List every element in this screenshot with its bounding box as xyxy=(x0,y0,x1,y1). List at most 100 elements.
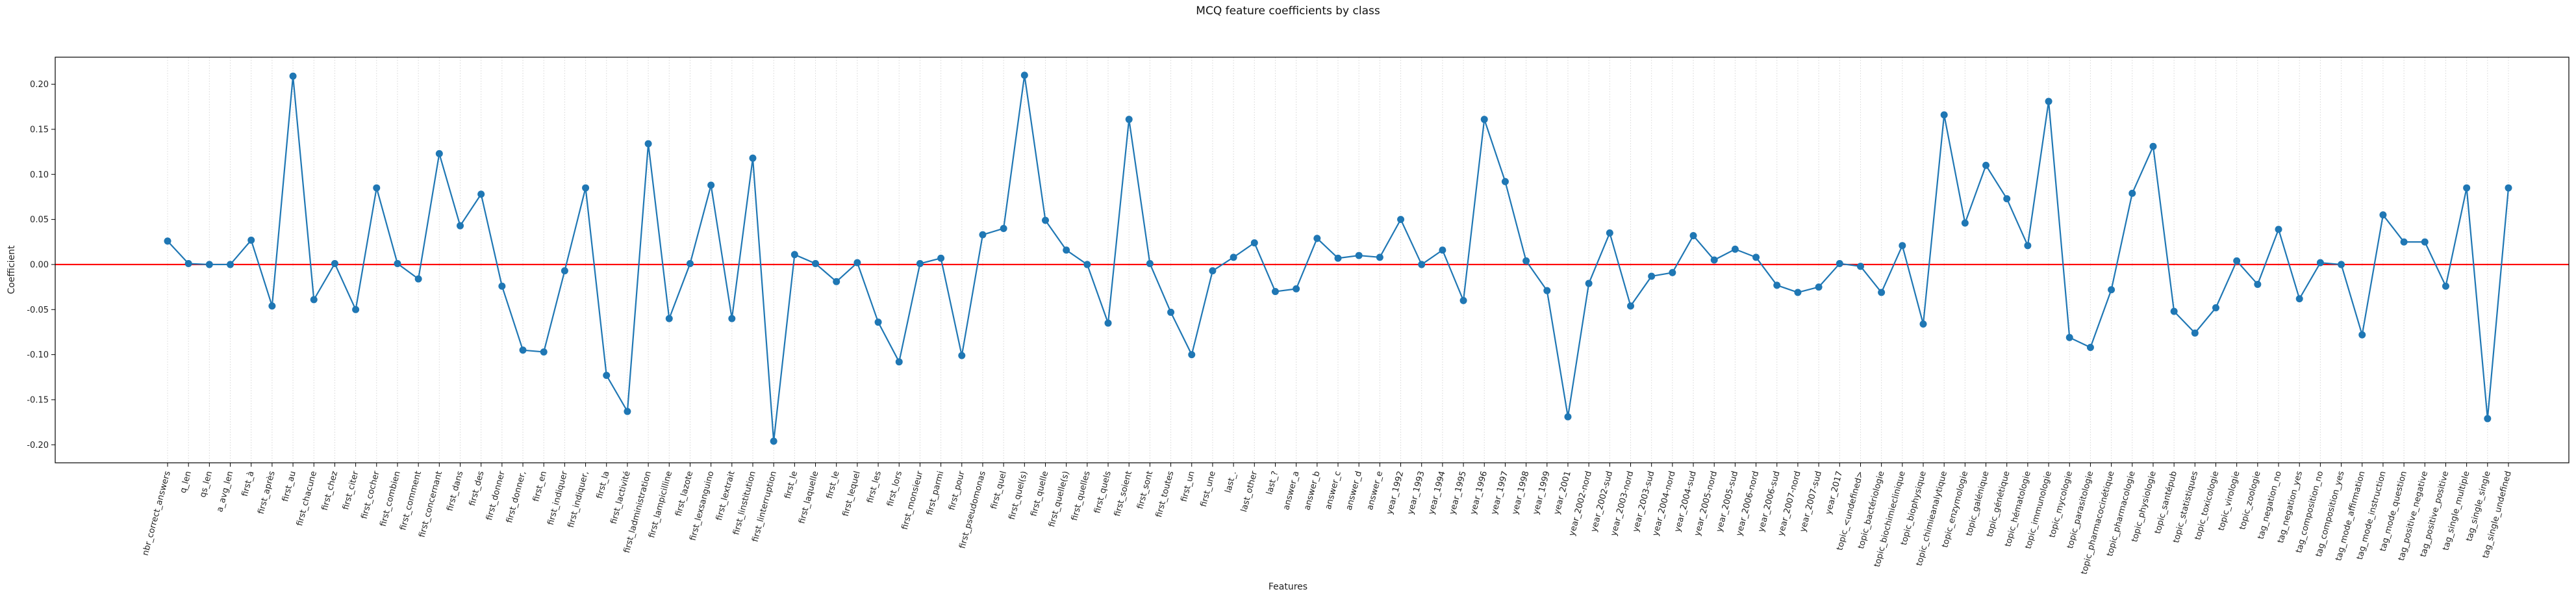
data-point xyxy=(2379,211,2387,219)
data-point xyxy=(2065,333,2073,341)
data-point xyxy=(853,259,861,266)
data-point xyxy=(1773,281,1781,289)
x-axis-ticks: nbr_correct_answers q_len qs_len a_avg_len f… xyxy=(141,463,2514,576)
x-tick-label: first_citer xyxy=(341,470,360,512)
data-point xyxy=(2086,344,2094,352)
data-point xyxy=(310,296,318,304)
x-tick-label: year_1999 xyxy=(1531,470,1552,515)
data-point xyxy=(2003,195,2011,203)
data-point xyxy=(352,306,360,313)
data-point xyxy=(1000,224,1007,232)
x-tick-label: first_le xyxy=(783,470,800,500)
x-tick-label: first_toutes xyxy=(1154,470,1176,519)
data-point xyxy=(603,371,611,379)
data-point xyxy=(2149,142,2157,150)
x-tick-label: first_lextrait xyxy=(714,470,737,521)
x-tick-label: year_2002-sud xyxy=(1589,470,1615,533)
data-point xyxy=(895,358,903,366)
data-point xyxy=(916,260,924,268)
data-point xyxy=(2170,307,2178,315)
data-point xyxy=(2233,257,2241,265)
data-point xyxy=(1919,320,1927,328)
data-point xyxy=(1836,260,1843,268)
data-point xyxy=(414,275,422,283)
data-point xyxy=(227,261,234,268)
x-tick-label: year_1998 xyxy=(1510,470,1531,515)
data-point xyxy=(1083,261,1091,268)
data-point xyxy=(2463,184,2471,192)
data-point xyxy=(435,150,443,157)
data-point xyxy=(1731,245,1739,253)
x-tick-label: first_quelles xyxy=(1070,470,1092,522)
x-tick-label: first_quel(s) xyxy=(1007,470,1029,521)
x-tick-label: a_avg_len xyxy=(215,470,235,513)
data-point xyxy=(1982,161,1990,169)
data-point xyxy=(1188,351,1196,359)
data-point xyxy=(184,260,192,268)
x-tick-label: first_le xyxy=(825,470,842,500)
data-point xyxy=(394,260,401,268)
data-point xyxy=(686,260,694,268)
x-tick-label: qs_len xyxy=(198,470,214,499)
data-point xyxy=(1627,302,1634,310)
chart-title: MCQ feature coefficients by class xyxy=(1196,5,1380,18)
data-point xyxy=(2338,261,2345,268)
data-point xyxy=(1125,116,1133,124)
data-point xyxy=(1689,232,1697,240)
x-tick-label: year_2007-sud xyxy=(1798,470,1823,533)
data-point xyxy=(268,302,276,310)
x-tick-label: year_1992 xyxy=(1385,470,1406,515)
data-point xyxy=(2191,329,2199,337)
data-point xyxy=(1794,289,1802,296)
x-tick-label: answer_a xyxy=(1282,470,1301,511)
data-point xyxy=(1250,239,1258,247)
x-tick-label: first_indiquer xyxy=(546,470,570,526)
data-point xyxy=(790,251,798,259)
data-point xyxy=(457,222,464,229)
data-point xyxy=(477,190,485,198)
data-point xyxy=(373,184,381,192)
x-tick-label: first_comment xyxy=(398,470,423,531)
x-tick-label: answer_c xyxy=(1324,470,1343,510)
x-tick-label: first_pour xyxy=(947,470,967,512)
data-point xyxy=(519,346,527,354)
x-tick-label: first_lequel xyxy=(841,470,863,517)
data-point xyxy=(2400,238,2408,246)
data-point xyxy=(2212,304,2219,311)
data-point xyxy=(1104,319,1112,327)
data-point xyxy=(1543,287,1551,294)
data-point xyxy=(749,154,757,162)
data-point xyxy=(833,278,840,285)
x-tick-label: first_laquelle xyxy=(797,470,820,525)
data-point xyxy=(2421,238,2429,246)
x-tick-label: year_1995 xyxy=(1448,470,1469,515)
x-tick-label: first_un xyxy=(1180,470,1197,503)
data-point xyxy=(2254,280,2262,288)
data-point xyxy=(958,352,966,359)
x-tick-label: first_à xyxy=(240,470,257,497)
x-tick-label: first_quels xyxy=(1092,470,1113,515)
data-point xyxy=(1710,256,1718,264)
data-point xyxy=(1313,235,1321,242)
axes xyxy=(55,57,2570,463)
data-point xyxy=(247,236,255,244)
data-point xyxy=(582,184,590,192)
y-axis-ticks: -0.20 -0.15 -0.10 -0.05 0.00 0.05 0.10 0.15 0.20 xyxy=(27,80,55,450)
data-point xyxy=(289,72,297,80)
x-tick-label: year_1997 xyxy=(1489,470,1510,515)
x-tick-label: topic_virologie xyxy=(2217,470,2242,532)
x-tick-label: first_lactivité xyxy=(609,470,633,525)
x-tick-label: first_des xyxy=(468,470,486,507)
data-point xyxy=(1230,254,1237,261)
data-point xyxy=(1961,219,1969,227)
data-point xyxy=(1899,242,1906,250)
data-point xyxy=(1146,260,1154,268)
x-tick-label: year_2001 xyxy=(1552,470,1573,515)
data-point xyxy=(498,282,506,290)
data-point xyxy=(2295,295,2303,303)
data-point xyxy=(665,315,673,322)
x-tick-label: first_une xyxy=(1199,470,1218,508)
data-point xyxy=(1648,272,1656,280)
